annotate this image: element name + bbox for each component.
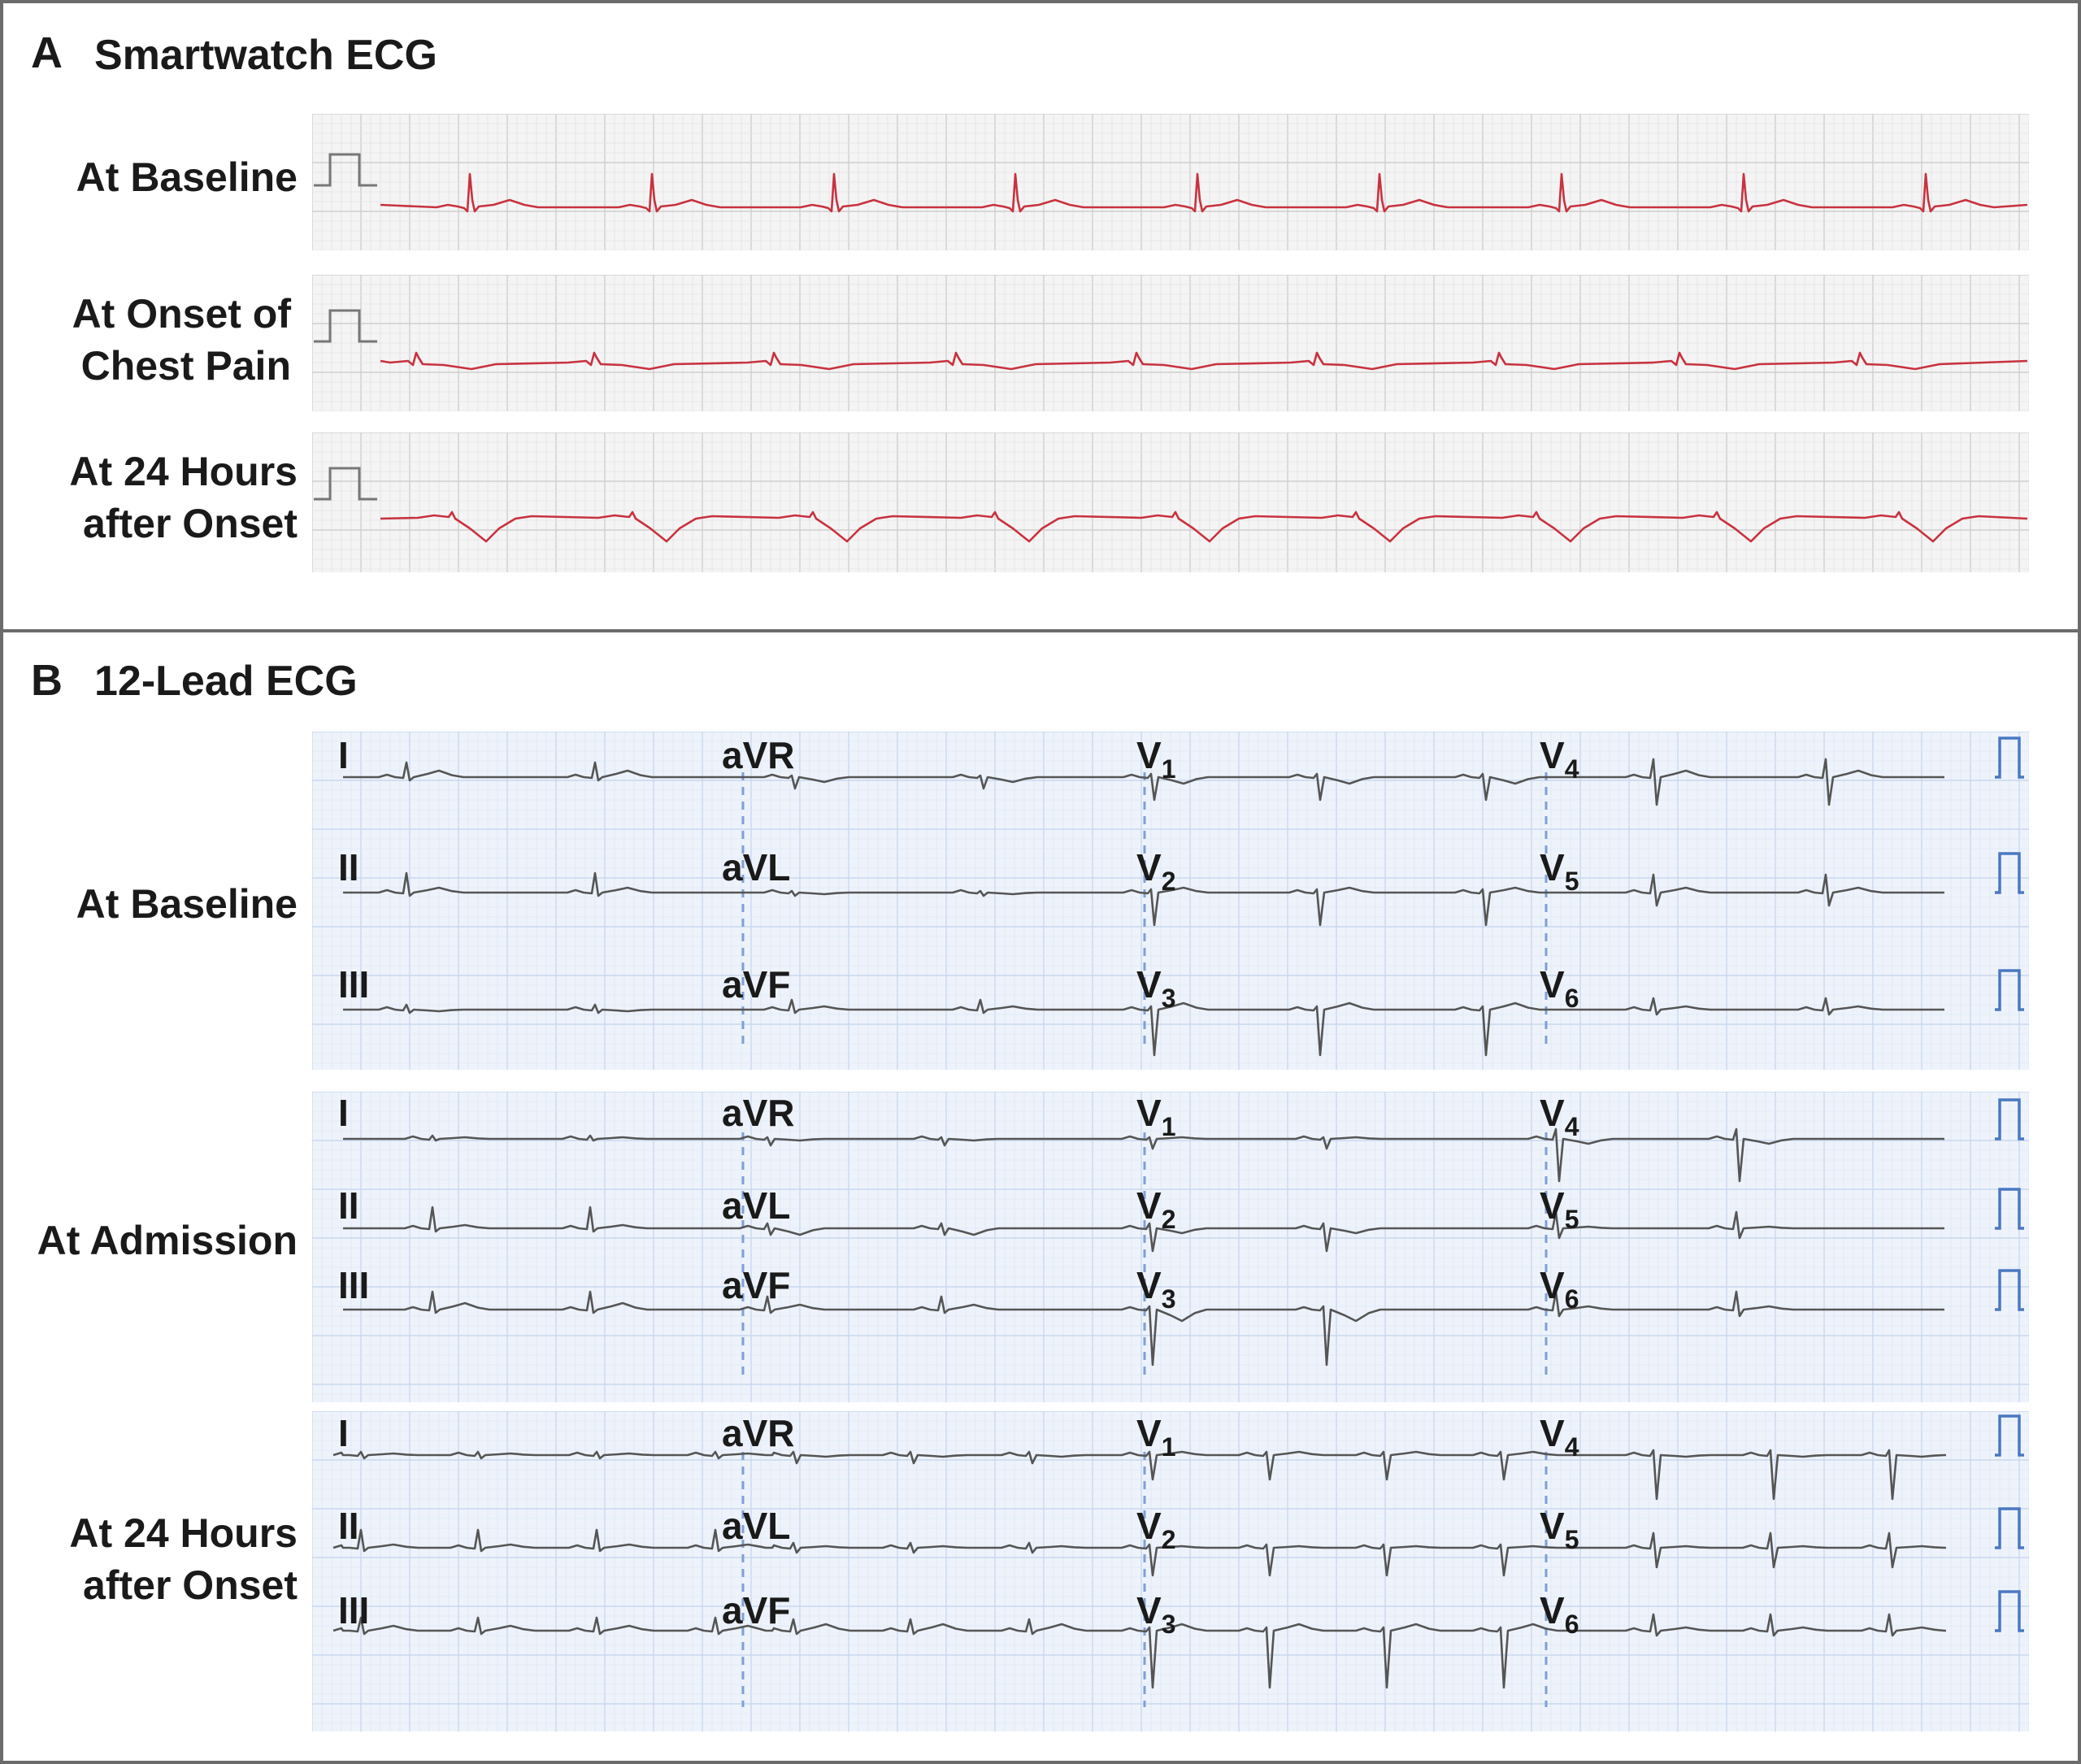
calibration-pulse	[1995, 1507, 2024, 1549]
lead-label-avl: aVL	[722, 1184, 791, 1227]
ecg-lead-trace	[343, 997, 1944, 1057]
lead-label-ii: II	[338, 846, 359, 889]
lead-label-avf: aVF	[722, 1264, 791, 1306]
lead-label-v5: V5	[1540, 1184, 1579, 1234]
lead-label-v2: V2	[1136, 1184, 1176, 1234]
lead-label-avr: aVR	[722, 1412, 795, 1454]
lead-label-iii: III	[338, 963, 370, 1006]
lead-label-v4: V4	[1540, 734, 1579, 784]
lead-label-avl: aVL	[722, 1505, 791, 1547]
ecg-lead-trace	[332, 1613, 1946, 1689]
label-line: At 24 Hours	[69, 449, 298, 494]
lead-label-ii: II	[338, 1505, 359, 1547]
lead-label-avf: aVF	[722, 963, 791, 1006]
lead-label-v4: V4	[1540, 1412, 1579, 1462]
lead-label-v1: V1	[1136, 1092, 1176, 1141]
lead-label-v1: V1	[1136, 734, 1176, 784]
smartwatch-row-label-24h: At 24 Hours after Onset	[69, 445, 298, 550]
ecg-lead-trace	[332, 1449, 1946, 1501]
panel-b-title: 12-Lead ECG	[94, 658, 358, 705]
ecg12-row-label-admission: At Admission	[37, 1214, 298, 1267]
ecg-trace	[380, 351, 2028, 371]
grid-lines	[312, 275, 2029, 411]
ecg-lead-trace	[332, 1528, 1946, 1577]
lead-label-i: I	[338, 734, 349, 776]
label-line: after Onset	[83, 1562, 298, 1608]
smartwatch-strip-onset	[312, 275, 2029, 411]
lead-label-v3: V3	[1136, 963, 1176, 1013]
calibration-pulse	[1995, 1269, 2024, 1311]
smartwatch-row-label-onset: At Onset of Chest Pain	[72, 288, 291, 392]
lead-label-avr: aVR	[722, 1092, 795, 1134]
label-line: At Onset of	[72, 291, 291, 337]
ecg-lead-trace	[343, 871, 1944, 927]
lead-label-v1: V1	[1136, 1412, 1176, 1462]
smartwatch-ecg-panel: A Smartwatch ECG At Baseline At Onset of…	[0, 0, 2081, 632]
label-line: after Onset	[83, 501, 298, 546]
lead-label-iii: III	[338, 1589, 370, 1631]
calibration-pulse	[1995, 736, 2024, 779]
label-line: At Baseline	[76, 154, 298, 200]
lead-label-iii: III	[338, 1264, 370, 1306]
lead-label-v6: V6	[1540, 1264, 1579, 1314]
ecg12-grid-admission	[312, 1092, 2029, 1402]
ecg12-grid-24h	[312, 1411, 2029, 1731]
lead-label-v6: V6	[1540, 963, 1579, 1013]
ecg-lead-trace	[343, 758, 1944, 806]
lead-label-avr: aVR	[722, 734, 795, 776]
panel-letter-b: B	[31, 656, 63, 705]
ecg12-row-label-24h: At 24 Hours after Onset	[69, 1507, 298, 1611]
ecg12-grid-baseline	[312, 732, 2029, 1070]
smartwatch-strip-baseline	[312, 114, 2029, 250]
calibration-pulse	[314, 467, 377, 501]
calibration-pulse	[1995, 1098, 2024, 1141]
lead-label-avf: aVF	[722, 1589, 791, 1631]
grid-lines	[312, 1411, 2029, 1731]
lead-label-v3: V3	[1136, 1264, 1176, 1314]
lead-label-i: I	[338, 1412, 349, 1454]
calibration-pulse	[1995, 852, 2024, 894]
ecg12-row-label-baseline: At Baseline	[76, 878, 298, 930]
ecg-trace	[380, 511, 2028, 543]
lead-label-v6: V6	[1540, 1589, 1579, 1639]
panel-letter-a: A	[31, 28, 63, 77]
grid-lines	[312, 732, 2029, 1070]
label-line: At Baseline	[76, 881, 298, 927]
ecg-trace	[380, 172, 2028, 213]
lead-label-ii: II	[338, 1184, 359, 1227]
calibration-pulse	[314, 153, 377, 187]
smartwatch-row-label-baseline: At Baseline	[76, 151, 298, 203]
calibration-pulse	[314, 309, 377, 343]
lead-label-i: I	[338, 1092, 349, 1134]
twelve-lead-ecg-panel: B 12-Lead ECG At Baseline At Admission A…	[0, 629, 2081, 1764]
ecg-lead-trace	[343, 1206, 1944, 1253]
ecg-lead-trace	[343, 1127, 1944, 1183]
calibration-pulse	[1995, 969, 2024, 1011]
grid-lines	[312, 432, 2029, 572]
lead-label-avl: aVL	[722, 846, 791, 889]
lead-label-v2: V2	[1136, 846, 1176, 896]
label-line: Chest Pain	[80, 343, 291, 389]
panel-a-title: Smartwatch ECG	[94, 32, 437, 79]
grid-lines	[312, 114, 2029, 250]
calibration-pulse	[1995, 1414, 2024, 1457]
label-line: At 24 Hours	[69, 1510, 298, 1556]
smartwatch-strip-24h	[312, 432, 2029, 572]
label-line: At Admission	[37, 1218, 298, 1263]
calibration-pulse	[1995, 1188, 2024, 1230]
lead-label-v5: V5	[1540, 1505, 1579, 1554]
ecg-lead-trace	[343, 1290, 1944, 1366]
lead-label-v5: V5	[1540, 846, 1579, 896]
lead-label-v3: V3	[1136, 1589, 1176, 1639]
lead-label-v4: V4	[1540, 1092, 1579, 1141]
lead-label-v2: V2	[1136, 1505, 1176, 1554]
calibration-pulse	[1995, 1590, 2024, 1632]
